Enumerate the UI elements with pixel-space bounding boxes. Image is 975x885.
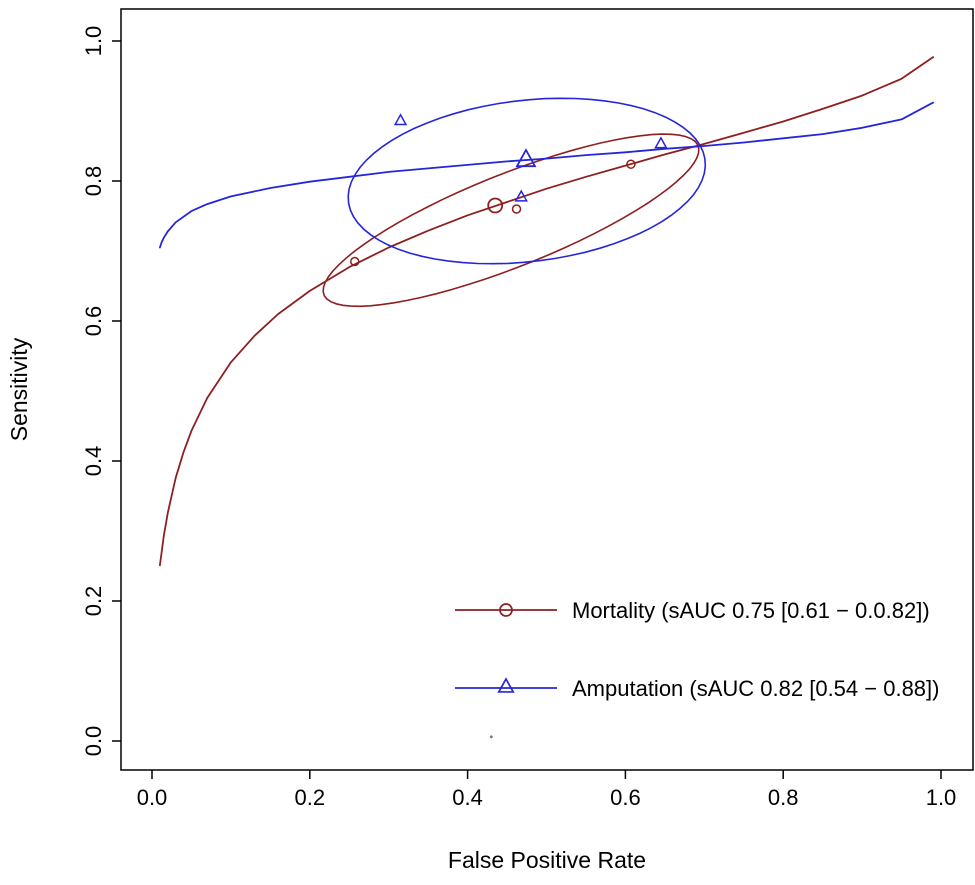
mortality-summary-point: [487, 197, 504, 214]
amputation-study-point: [393, 113, 408, 126]
mortality-study-point: [626, 159, 636, 169]
mortality-study-point: [350, 256, 360, 267]
x-axis-tick-label: 0.8: [768, 785, 799, 810]
x-axis-tick-label: 0.4: [452, 785, 483, 810]
amputation-study-point: [654, 136, 668, 149]
legend-marker-amputation: [497, 677, 515, 693]
mortality-confidence-ellipse: [322, 133, 700, 308]
y-axis-tick-label: 1.0: [81, 26, 106, 57]
mortality-sroc-curve: [159, 56, 934, 567]
y-axis-title: Sensitivity: [6, 337, 32, 441]
mortality-study-point: [511, 204, 522, 214]
x-axis-title: False Positive Rate: [448, 847, 646, 873]
legend-label-mortality: Mortality (sAUC 0.75 [0.61 − 0.0.82]): [572, 598, 930, 623]
x-axis-tick-label: 0.6: [610, 785, 641, 810]
y-axis-tick-label: 0.0: [81, 726, 106, 757]
amputation-confidence-ellipse: [347, 97, 707, 265]
x-axis-tick-label: 1.0: [926, 785, 957, 810]
amputation-study-point: [514, 189, 528, 202]
x-axis-tick-label: 0.0: [137, 785, 168, 810]
amputation-summary-point: [515, 148, 537, 168]
legend-label-amputation: Amputation (sAUC 0.82 [0.54 − 0.88]): [572, 676, 939, 701]
y-axis-tick-label: 0.6: [81, 306, 106, 337]
y-axis-tick-label: 0.2: [81, 586, 106, 617]
y-axis-tick-label: 0.4: [81, 446, 106, 477]
amputation-sroc-curve: [159, 101, 934, 249]
plot-box: [120, 8, 974, 771]
stray-dot: [489, 735, 493, 739]
legend-marker-mortality: [499, 603, 513, 617]
y-axis-tick-label: 0.8: [81, 166, 106, 197]
x-axis-tick-label: 0.2: [295, 785, 326, 810]
